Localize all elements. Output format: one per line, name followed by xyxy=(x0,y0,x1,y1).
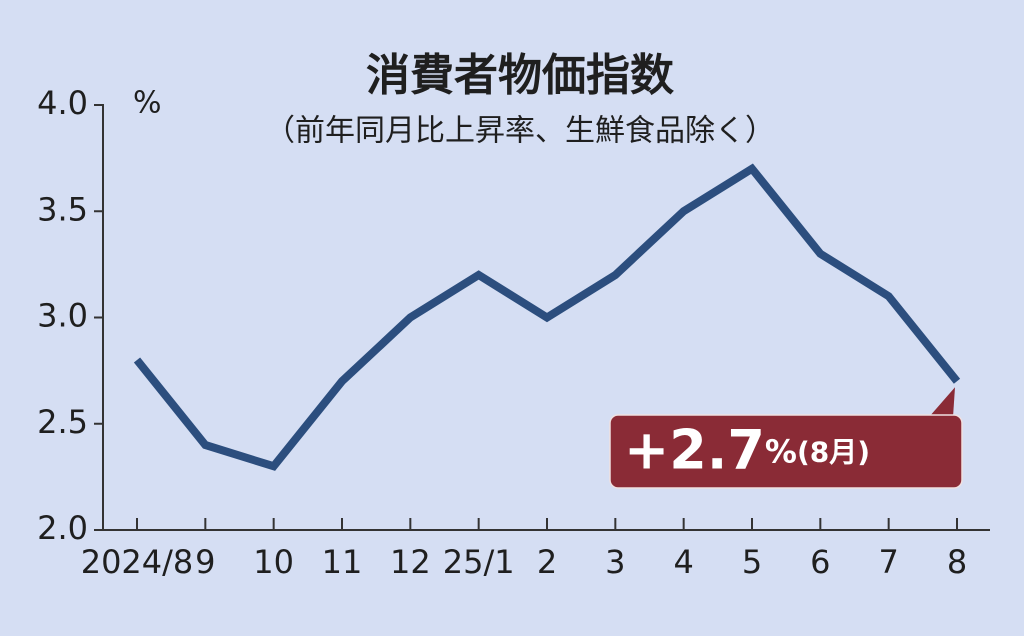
y-tick-label: 3.5 xyxy=(37,190,88,228)
data-line xyxy=(133,163,961,471)
y-tick-label: 3.0 xyxy=(37,297,88,335)
chart-title: 消費者物価指数 xyxy=(366,50,674,101)
x-tick-label: 7 xyxy=(878,543,898,581)
x-tick-label: 25/1 xyxy=(443,543,515,581)
callout-box xyxy=(609,414,963,489)
x-tick-label: 3 xyxy=(605,543,625,581)
x-tick-label: 2 xyxy=(537,543,557,581)
x-tick-label: 8 xyxy=(947,543,967,581)
x-tick-label: 9 xyxy=(195,543,215,581)
value-label: +2.7 xyxy=(624,418,765,481)
x-tick-label: 12 xyxy=(390,543,431,581)
callout-pointer xyxy=(929,387,955,417)
x-tick-label: 5 xyxy=(742,543,762,581)
y-unit: % xyxy=(133,86,162,121)
callout-text: +2.7%(8月) xyxy=(624,418,870,481)
callout-note: (8月) xyxy=(797,436,870,469)
callout: +2.7%(8月) xyxy=(609,387,963,489)
x-tick-label: 4 xyxy=(673,543,693,581)
y-tick-label: 4.0 xyxy=(37,84,88,122)
x-tick-label: 10 xyxy=(253,543,294,581)
y-tick-label: 2.0 xyxy=(37,509,88,547)
x-tick-label: 2024/8 xyxy=(81,543,194,581)
y-tick-label: 2.5 xyxy=(37,403,88,441)
callout-unit: % xyxy=(765,433,797,471)
x-tick-label: 6 xyxy=(810,543,830,581)
chart-subtitle: （前年同月比上昇率、生鮮食品除く） xyxy=(265,114,775,149)
x-tick-label: 11 xyxy=(322,543,363,581)
